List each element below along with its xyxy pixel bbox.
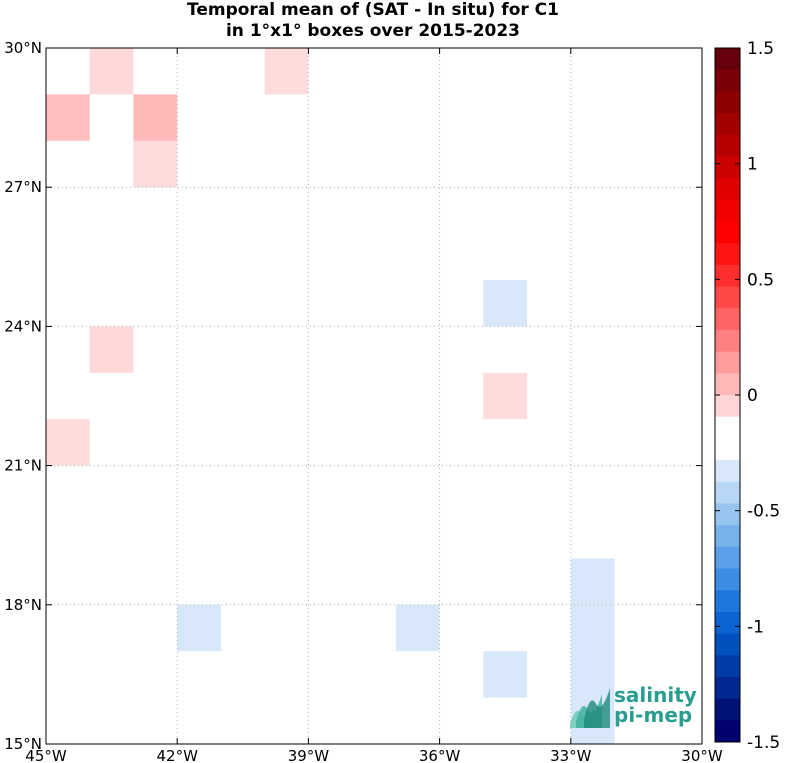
heatmap-cells — [46, 48, 615, 744]
y-axis-labels: 30°N 27°N 24°N 21°N 18°N 15°N — [4, 39, 42, 753]
colorbar-tick-label: -0.5 — [747, 502, 780, 522]
heatmap-cell — [46, 419, 90, 466]
colorbar-segment — [715, 720, 740, 743]
colorbar-tick-label: -1.5 — [747, 733, 780, 753]
colorbar-segment — [715, 460, 740, 483]
colorbar-segment — [715, 676, 740, 700]
y-tick-label: 18°N — [4, 596, 42, 614]
colorbar-segment — [715, 395, 740, 418]
wave-logo-icon — [570, 688, 610, 728]
colorbar-tick-label: 1 — [747, 155, 758, 175]
heatmap-cell — [483, 651, 528, 698]
heatmap-cell — [89, 326, 134, 373]
chart-title: Temporal mean of (SAT - In situ) for C1 … — [0, 0, 746, 42]
x-tick-label: 33°W — [550, 747, 592, 763]
colorbar-segment — [715, 178, 740, 201]
heatmap-cell — [133, 94, 178, 141]
heatmap-cell — [570, 558, 615, 605]
colorbar-segment — [715, 633, 740, 656]
heatmap-cell — [570, 604, 615, 652]
colorbar-segment — [715, 286, 740, 309]
colorbar-segment — [715, 481, 740, 504]
colorbar-segment — [715, 264, 740, 288]
heatmap-cell — [483, 372, 528, 420]
colorbar-segment — [715, 546, 740, 569]
colorbar-segment — [715, 329, 740, 353]
y-tick-label: 27°N — [4, 178, 42, 196]
y-tick-label: 15°N — [4, 735, 42, 753]
colorbar-segment — [715, 438, 740, 461]
x-tick-label: 39°W — [288, 747, 330, 763]
logo-text-pimep: pi-mep — [614, 703, 693, 727]
colorbar-segment — [715, 611, 740, 635]
colorbar-segment — [715, 373, 740, 396]
colorbar-segment — [715, 156, 740, 179]
colorbar-segment — [715, 308, 740, 331]
x-tick-label: 36°W — [419, 747, 461, 763]
colorbar-segment — [715, 416, 740, 439]
axis-ticks — [45, 47, 703, 745]
colorbar-segment — [715, 91, 740, 114]
heatmap-cell — [483, 280, 528, 327]
x-axis-labels: 45°W 42°W 39°W 36°W 33°W 30°W — [25, 747, 723, 763]
heatmap-cell — [570, 651, 615, 698]
colorbar-tick-label: -1 — [747, 617, 764, 637]
salinity-pimep-logo: salinity pi-mep — [566, 683, 697, 732]
heatmap-cell — [177, 604, 221, 652]
heatmap-cell — [46, 94, 90, 141]
colorbar-segment — [715, 698, 740, 721]
logo-text-salinity: salinity — [614, 683, 697, 707]
colorbar-segment — [715, 655, 740, 678]
x-tick-label: 45°W — [25, 747, 67, 763]
heatmap-cell — [89, 48, 134, 95]
x-tick-label: 30°W — [681, 747, 723, 763]
colorbar-segment — [715, 113, 740, 136]
heatmap-cell — [395, 604, 440, 652]
heatmap-cell — [264, 48, 309, 95]
colorbar-segment — [715, 221, 740, 244]
x-tick-label: 42°W — [156, 747, 198, 763]
colorbar-segment — [715, 243, 740, 266]
colorbar-segment — [715, 525, 740, 548]
colorbar-segment — [715, 48, 740, 71]
y-tick-label: 24°N — [4, 317, 42, 335]
colorbar-segment — [715, 134, 740, 157]
colorbar-tick-label: 0 — [747, 386, 758, 406]
y-tick-label: 30°N — [4, 39, 42, 57]
grid-lines — [46, 48, 702, 744]
colorbar-tick-label: 0.5 — [747, 270, 774, 290]
colorbar-segment — [715, 69, 740, 92]
chart-title-line2: in 1°x1° boxes over 2015-2023 — [225, 21, 521, 41]
colorbar-segment — [715, 568, 740, 591]
colorbar-segment — [715, 199, 740, 222]
colorbar-labels: 1.5 1 0.5 0 -0.5 -1 -1.5 — [747, 39, 780, 753]
colorbar-segment — [715, 503, 740, 526]
colorbar — [714, 47, 741, 743]
plot-frame — [45, 47, 703, 745]
y-tick-label: 21°N — [4, 457, 42, 475]
chart-title-line1: Temporal mean of (SAT - In situ) for C1 — [187, 0, 559, 20]
colorbar-tick-label: 1.5 — [747, 39, 774, 59]
colorbar-segment — [715, 590, 740, 613]
colorbar-segment — [715, 351, 740, 374]
heatmap-cell — [133, 140, 178, 188]
